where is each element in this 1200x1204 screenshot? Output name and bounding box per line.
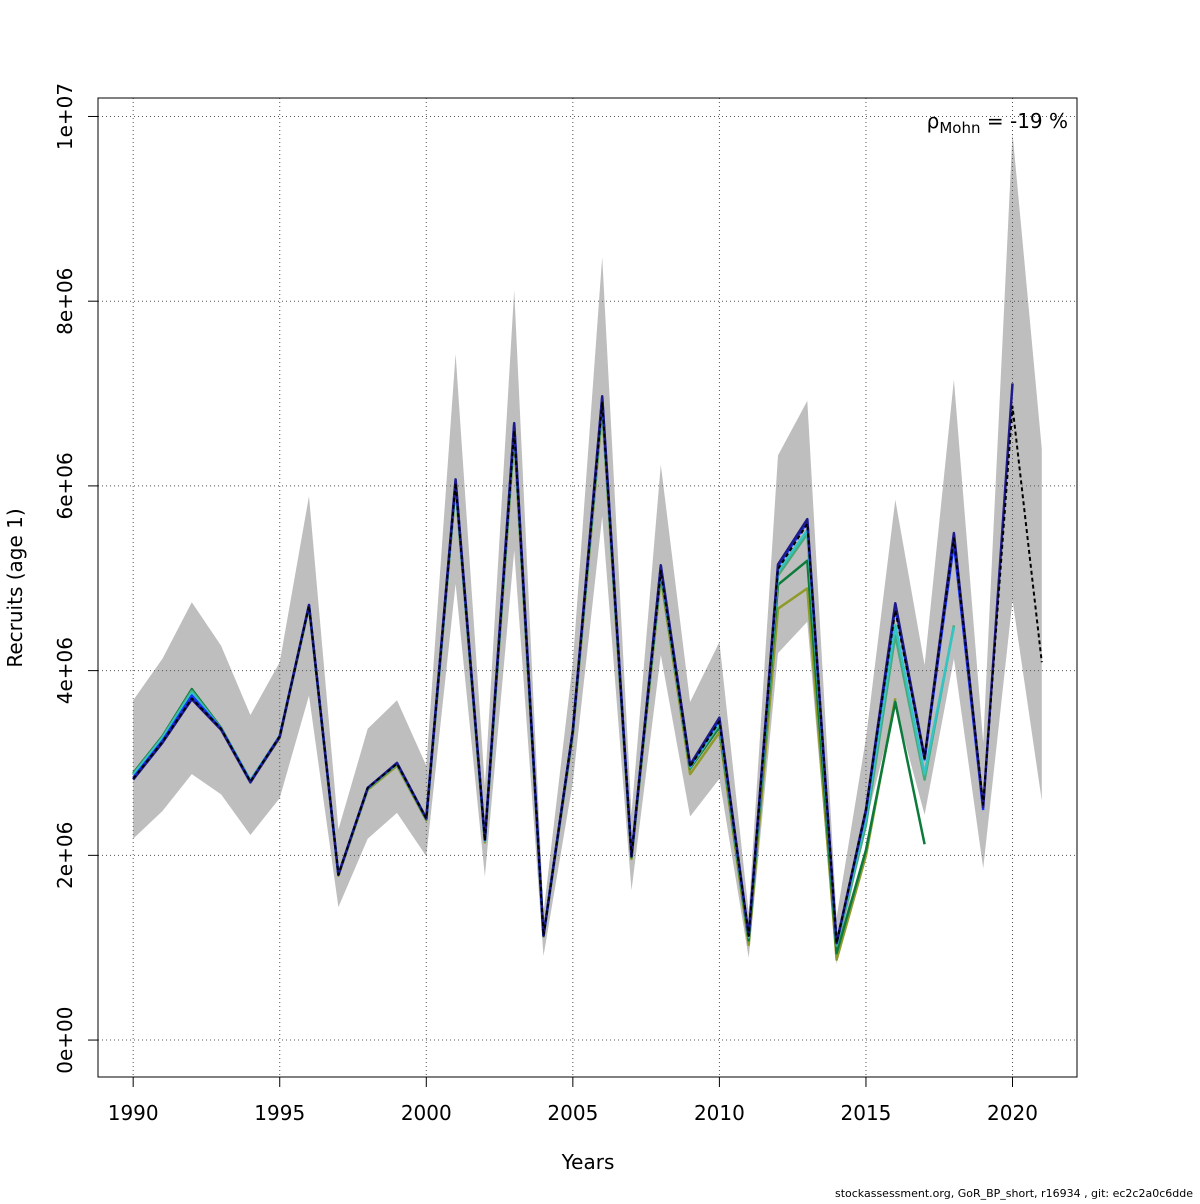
x-tick-label: 1990	[108, 1101, 159, 1125]
y-tick-label: 6e+06	[53, 452, 77, 519]
y-axis: 0e+00 2e+06 4e+06 6e+06 8e+06 1e+07	[53, 83, 98, 1074]
y-tick-label: 0e+00	[53, 1006, 77, 1073]
x-tick-label: 2010	[694, 1101, 745, 1125]
x-tick-label: 1995	[254, 1101, 305, 1125]
footer-credit: stockassessment.org, GoR_BP_short, r1693…	[835, 1187, 1193, 1200]
y-tick-label: 2e+06	[53, 822, 77, 889]
x-tick-label: 2005	[547, 1101, 598, 1125]
x-tick-label: 2020	[987, 1101, 1038, 1125]
rho-value: = -19 %	[981, 109, 1069, 133]
x-tick-label: 2015	[841, 1101, 892, 1125]
rho-symbol: ρ	[927, 109, 940, 133]
mohn-rho-annotation: ρMohn = -19 %	[927, 109, 1068, 137]
series-line	[132, 401, 1043, 945]
confidence-band-layer	[133, 133, 1042, 965]
x-axis-title: Years	[561, 1150, 615, 1174]
y-tick-label: 1e+07	[53, 83, 77, 150]
x-axis: 1990 1995 2000 2005 2010 2015 2020	[108, 1076, 1038, 1125]
rho-subscript: Mohn	[939, 119, 980, 137]
y-tick-label: 8e+06	[53, 268, 77, 335]
y-tick-label: 4e+06	[53, 637, 77, 704]
series-layer	[132, 383, 1043, 961]
x-tick-label: 2000	[401, 1101, 452, 1125]
confidence-band	[133, 133, 1042, 965]
y-axis-title: Recruits (age 1)	[3, 508, 27, 667]
